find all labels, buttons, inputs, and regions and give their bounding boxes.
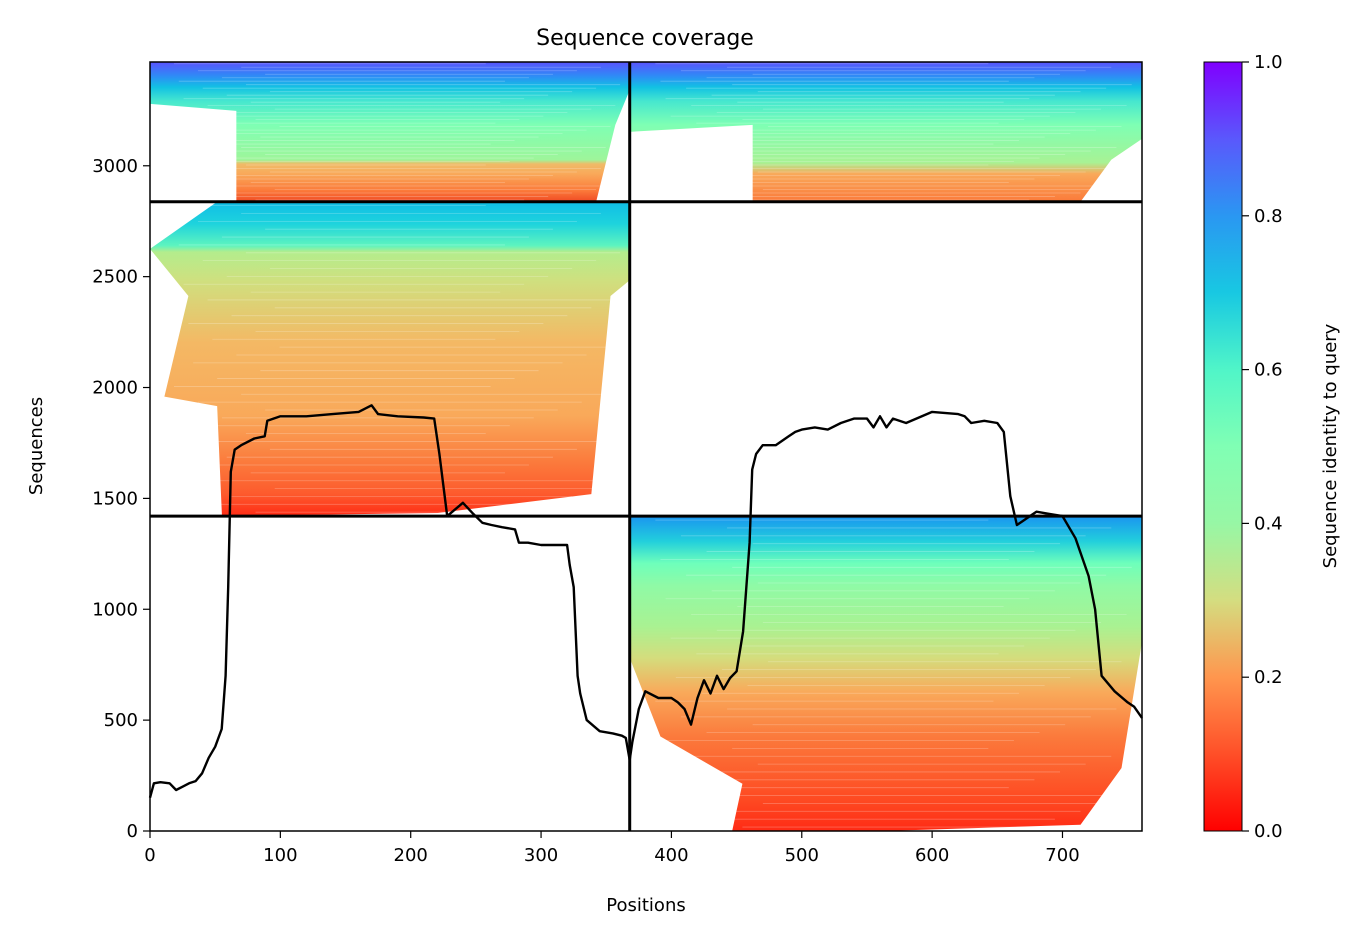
y-tick-label: 3000 bbox=[92, 156, 138, 177]
y-tick-label: 1000 bbox=[92, 599, 138, 620]
coverage-block bbox=[150, 62, 630, 202]
coverage-block bbox=[150, 201, 630, 517]
plot-frame bbox=[149, 61, 1143, 832]
colorbar-label: Sequence identity to query bbox=[1320, 323, 1341, 568]
y-tick-label: 2500 bbox=[92, 267, 138, 288]
y-tick-label: 2000 bbox=[92, 378, 138, 399]
colorbar-tick-label: 1.0 bbox=[1254, 52, 1283, 73]
x-tick-label: 600 bbox=[915, 845, 949, 866]
x-tick-label: 0 bbox=[144, 845, 155, 866]
y-tick-label: 0 bbox=[127, 821, 138, 842]
colorbar-tick-label: 0.8 bbox=[1254, 206, 1283, 227]
coverage-blocks bbox=[150, 62, 1142, 831]
x-axis-label: Positions bbox=[606, 895, 685, 916]
colorbar-tick-label: 0.2 bbox=[1254, 667, 1283, 688]
colorbar-ticks: 0.0 0.2 0.4 0.6 0.8 1.0 bbox=[1242, 52, 1283, 842]
x-tick-label: 500 bbox=[785, 845, 819, 866]
x-tick-label: 200 bbox=[394, 845, 428, 866]
y-axis-ticks: 0 500 1000 1500 2000 2500 3000 bbox=[92, 156, 150, 842]
coverage-block-fill bbox=[150, 62, 630, 202]
y-axis-label: Sequences bbox=[26, 397, 47, 495]
x-tick-label: 300 bbox=[524, 845, 558, 866]
coverage-block-fill bbox=[629, 62, 1142, 202]
y-tick-label: 500 bbox=[104, 710, 138, 731]
coverage-block-fill bbox=[150, 201, 630, 517]
x-tick-label: 400 bbox=[654, 845, 688, 866]
coverage-block bbox=[629, 516, 1142, 831]
x-tick-label: 100 bbox=[263, 845, 297, 866]
coverage-block bbox=[629, 62, 1142, 202]
colorbar-tick-label: 0.0 bbox=[1254, 821, 1283, 842]
colorbar-tick-label: 0.4 bbox=[1254, 513, 1283, 534]
colorbar-tick-label: 0.6 bbox=[1254, 360, 1283, 381]
coverage-block-fill bbox=[629, 516, 1142, 831]
y-tick-label: 1500 bbox=[92, 488, 138, 509]
coverage-line bbox=[148, 404, 1143, 799]
coverage-line-layer bbox=[148, 404, 1143, 799]
colorbar bbox=[1203, 61, 1243, 832]
x-axis-ticks: 0 100 200 300 400 500 600 700 bbox=[144, 831, 1080, 866]
x-tick-label: 700 bbox=[1045, 845, 1079, 866]
chain-separators bbox=[150, 62, 1142, 831]
chart-title: Sequence coverage bbox=[536, 26, 754, 51]
